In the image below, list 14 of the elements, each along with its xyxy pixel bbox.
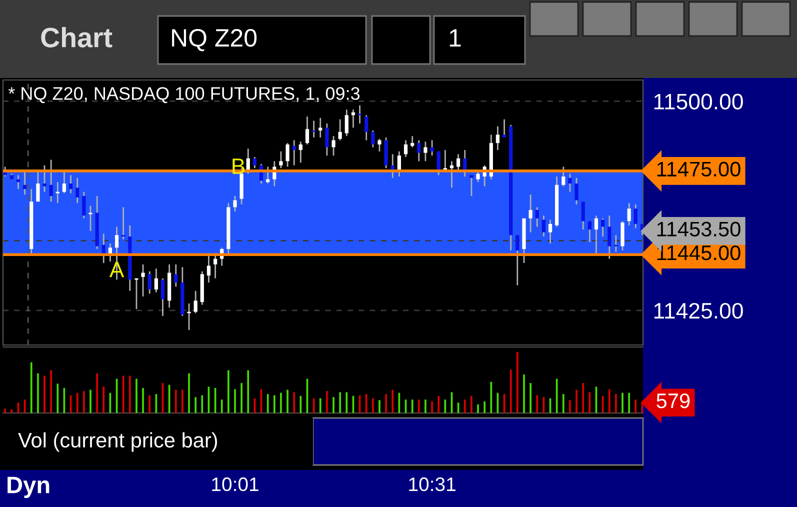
ref-line-label: 11445.00 xyxy=(657,245,740,260)
annotation: 11453.50 xyxy=(657,222,740,237)
text: 1 xyxy=(450,29,461,46)
x-tick-label: 10:31 xyxy=(409,477,456,492)
annotation: 579 xyxy=(656,393,690,408)
ref-line-label: 11475.00 xyxy=(657,162,740,177)
x-tick-label: 10:01 xyxy=(212,477,258,492)
y-tick-label: 11425.00 xyxy=(654,302,743,319)
text: NQ Z20 xyxy=(172,29,257,52)
text: Dyn xyxy=(8,476,50,498)
text: Chart xyxy=(41,27,112,48)
y-tick-label: 11500.00 xyxy=(654,94,743,110)
chart-title: * NQ Z20, NASDAQ 100 FUTURES, 1, 09:3 xyxy=(8,87,360,104)
text: Vol (current price bar) xyxy=(18,432,218,452)
